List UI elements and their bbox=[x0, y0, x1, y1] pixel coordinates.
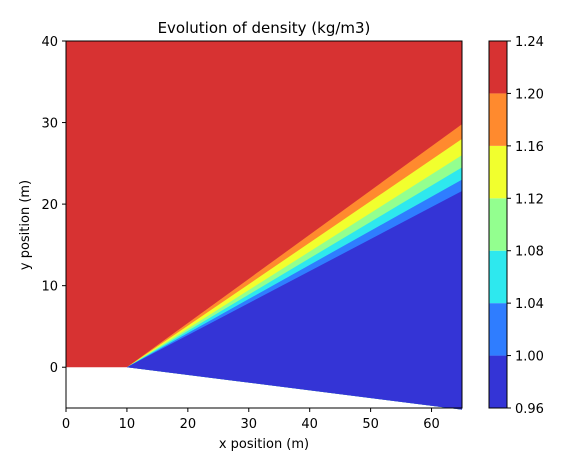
colorbar-swatch-1 bbox=[489, 303, 507, 356]
colorbar-tick-label: 1.20 bbox=[515, 87, 544, 102]
colorbar-tick-label: 1.12 bbox=[515, 192, 544, 207]
contour-band-0 bbox=[126, 191, 462, 410]
colorbar-tick-label: 1.04 bbox=[515, 297, 544, 312]
x-tick-label: 0 bbox=[62, 417, 70, 432]
contour-fill bbox=[66, 41, 462, 410]
colorbar-swatch-4 bbox=[489, 145, 507, 199]
colorbar-swatch-5 bbox=[489, 93, 507, 146]
x-tick-label: 60 bbox=[423, 417, 440, 432]
colorbar-tick-label: 0.96 bbox=[515, 402, 544, 417]
colorbar-tick-label: 1.00 bbox=[515, 350, 544, 365]
plot-frame bbox=[65, 40, 463, 409]
colorbar-swatch-2 bbox=[489, 250, 507, 304]
x-tick-label: 50 bbox=[362, 417, 379, 432]
x-tick-label: 40 bbox=[301, 417, 318, 432]
x-tick-label: 30 bbox=[240, 417, 257, 432]
colorbar-tick-label: 1.08 bbox=[515, 245, 544, 260]
colorbar-swatch-0 bbox=[489, 355, 507, 408]
colorbar-tick-label: 1.24 bbox=[515, 35, 544, 50]
colorbar-tick-label: 1.16 bbox=[515, 140, 544, 155]
colorbar-swatch-3 bbox=[489, 198, 507, 251]
y-axis-label: y position (m) bbox=[18, 180, 33, 270]
y-tick-label: 40 bbox=[41, 35, 58, 50]
colorbar-frame bbox=[488, 40, 508, 409]
colorbar: 0.96 1.00 1.04 1.08 1.12 1.16 1.20 1.24 bbox=[488, 35, 544, 417]
y-tick-label: 10 bbox=[41, 280, 58, 295]
x-axis-label: x position (m) bbox=[219, 437, 309, 452]
y-tick-label: 20 bbox=[41, 198, 58, 213]
y-tick-label: 30 bbox=[41, 117, 58, 132]
y-axis-ticks: 0 10 20 30 40 bbox=[41, 35, 66, 376]
x-tick-label: 10 bbox=[119, 417, 136, 432]
chart-title: Evolution of density (kg/m3) bbox=[158, 19, 371, 37]
y-tick-label: 0 bbox=[50, 361, 58, 376]
x-axis-ticks: 0 10 20 30 40 50 60 bbox=[62, 408, 440, 432]
x-tick-label: 20 bbox=[180, 417, 197, 432]
colorbar-swatch-6 bbox=[489, 41, 507, 94]
